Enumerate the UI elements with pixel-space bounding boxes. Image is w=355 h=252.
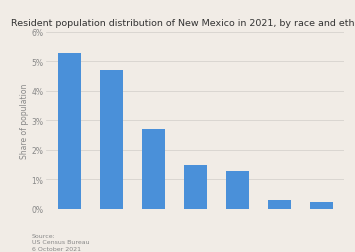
- Bar: [184, 165, 207, 209]
- Text: Source:
US Census Bureau
6 October 2021: Source: US Census Bureau 6 October 2021: [32, 233, 89, 251]
- Title: Resident population distribution of New Mexico in 2021, by race and ethnicity: Resident population distribution of New …: [11, 19, 355, 28]
- Bar: [100, 71, 123, 209]
- Bar: [58, 53, 81, 209]
- Bar: [142, 130, 165, 209]
- Bar: [310, 202, 333, 209]
- Bar: [226, 171, 249, 209]
- Bar: [268, 200, 291, 209]
- Y-axis label: Share of population: Share of population: [20, 83, 29, 159]
